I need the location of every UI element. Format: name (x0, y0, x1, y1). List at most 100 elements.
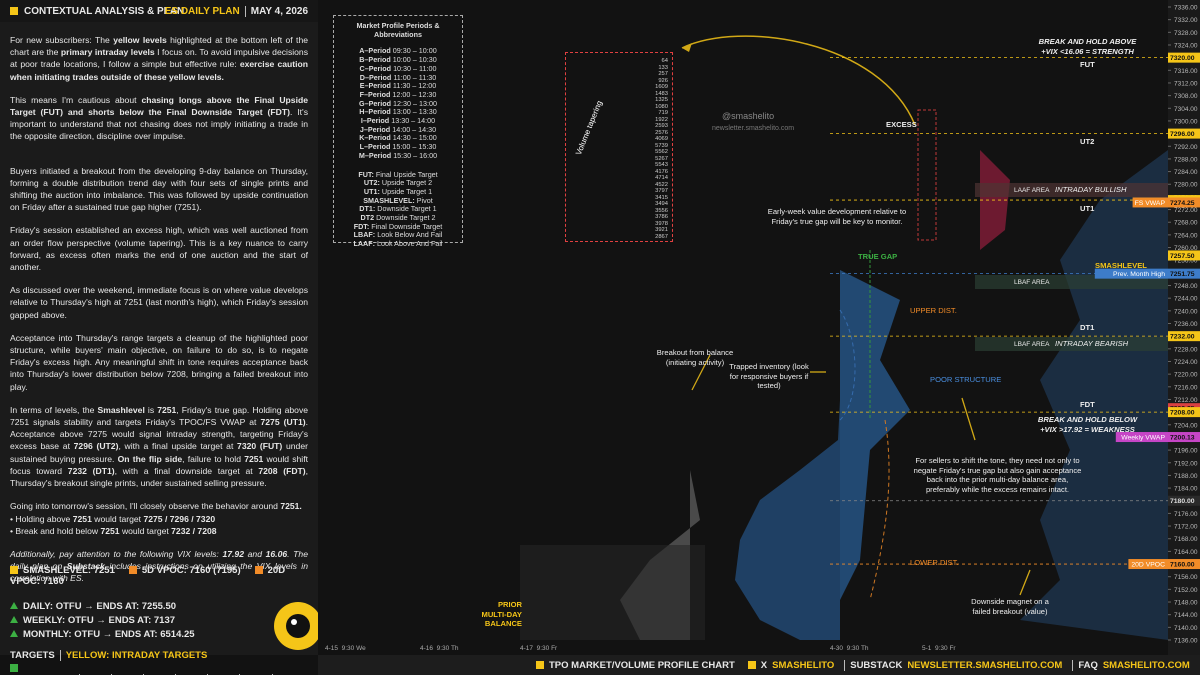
level-note-box (1115, 432, 1168, 443)
price-tick-label: 7136.00 (1174, 638, 1198, 645)
volume-value: 1483 (655, 90, 668, 97)
price-tick-label: 7248.00 (1174, 283, 1198, 290)
date-label: 4-16 9:30 Th (420, 645, 459, 652)
text-run: 7296 (UT2) (73, 441, 119, 452)
paragraph: For new subscribers: The yellow levels h… (10, 34, 308, 83)
period-time: 13:30 – 14:00 (391, 116, 436, 126)
watermark-site: newsletter.smashelito.com (712, 125, 795, 132)
price-tick-label: 7148.00 (1174, 600, 1198, 607)
abbr-text: Final Upside Target (375, 169, 438, 179)
period-row: G–Period 12:30 – 13:00 (334, 98, 462, 109)
volume-box: Volume tapering 64 133 257 926 1609 1483 1325 10… (565, 52, 673, 242)
text-run: On the flip side (117, 453, 183, 464)
volume-value: 926 (658, 77, 668, 84)
volume-value: 3921 (655, 227, 668, 233)
abbr-text: Upside Target 2 (381, 178, 433, 188)
price-tick-label: 7272.00 (1174, 207, 1198, 214)
text-run: is (144, 404, 158, 415)
level-tag-label: 7232.00 (1170, 334, 1195, 341)
period-row: J–Period 14:00 – 14:30 (334, 125, 462, 135)
abbr-row: SMASHLEVEL: Pivot (334, 196, 462, 206)
text-run: 7251 (72, 513, 92, 524)
abbr-row: LAAF: Look Above And Fail (334, 239, 462, 249)
abbr-row: DT1: Downside Target 1 (334, 205, 462, 214)
price-tick-label: 7192.00 (1174, 460, 1198, 467)
paragraph: In terms of levels, the Smashlevel is 72… (10, 404, 308, 489)
breakout-note: Breakout from balance (initiating activi… (656, 348, 734, 367)
targets-title: TARGETS (10, 650, 55, 661)
prior-balance-label: PRIOR MULTI-DAY BALANCE (481, 600, 523, 628)
level-tag (1168, 52, 1200, 63)
period-row: D–Period 11:00 – 11:30 (334, 72, 462, 83)
fut-note-line: +VIX <16.06 = STRENGTH (1041, 46, 1134, 56)
fdt-note: BREAK AND HOLD BELOW +VIX >17.92 = WEAKNE… (1030, 415, 1145, 434)
paragraph: Going into tomorrow's session, I'll clos… (10, 500, 308, 512)
text-run: , with a final upside target at (118, 441, 238, 452)
level-tag (1168, 559, 1200, 570)
level-tag-label: 7160.00 (1170, 562, 1195, 569)
price-tick-label: 7156.00 (1174, 574, 1198, 581)
price-tick-label: 7256.00 (1174, 258, 1198, 265)
footer-item: X (760, 660, 768, 671)
left-panel: CONTEXTUAL ANALYSIS & PLAN ES DAILY PLAN… (0, 0, 318, 675)
legend-item: 5D VPOC: 7160 (7195) (128, 565, 241, 576)
abbr-row: FUT: Final Upside Target (334, 169, 462, 180)
abbr-row: FDT: Final Downside Target (334, 222, 462, 232)
price-tick-label: 7224.00 (1174, 359, 1198, 366)
volume-value: 4714 (655, 175, 668, 181)
text-run: yellow levels (113, 35, 167, 45)
legend-row: SMASHLEVEL: 7251 5D VPOC: 7160 (7195) 20D … (10, 565, 310, 587)
sellers-note: For sellers to shift the tone, they need… (913, 456, 1082, 494)
volume-value: 257 (658, 71, 668, 77)
period-name: G–Period (359, 98, 391, 108)
price-tick-label: 7280.00 (1174, 182, 1198, 189)
date-label: 4-15 9:30 We (325, 645, 366, 652)
text-run: , Friday's true gap. Holding above 7251 … (10, 404, 309, 428)
price-tick-label: 7184.00 (1174, 486, 1198, 493)
level-tag-label: 7320.00 (1170, 55, 1195, 62)
plan-name: ES DAILY PLAN (164, 6, 240, 17)
text-run: . The daily plan on (10, 548, 308, 572)
header: CONTEXTUAL ANALYSIS & PLAN ES DAILY PLAN… (0, 0, 318, 22)
upside-row: UPSIDE:72757296732073407355737574057425 (10, 663, 310, 675)
laaf-label: LAAF AREA (1014, 187, 1050, 194)
abbr-row: UT1: Upside Target 1 (334, 186, 462, 197)
volume-value: 1080 (655, 103, 668, 110)
lower-dist-label: LOWER DIST. (910, 558, 959, 567)
plan-date: MAY 4, 2026 (244, 6, 308, 17)
fut-note-line: BREAK AND HOLD ABOVE (1038, 37, 1137, 46)
period-row: E–Period 11:30 – 12:00 (334, 81, 462, 91)
targets-note: YELLOW: INTRADAY TARGETS (59, 650, 208, 661)
text-run: As discussed over the weekend, immediate… (10, 285, 308, 320)
text-run: would target (119, 525, 172, 536)
levels-summary: SMASHLEVEL: 7251 5D VPOC: 7160 (7195) 20D … (10, 565, 310, 675)
legend-swatch (10, 566, 18, 574)
level-tag (1168, 331, 1200, 342)
period-name: K–Period (359, 133, 391, 143)
paragraph: Friday's session established an excess h… (10, 224, 308, 273)
level-tag (1168, 268, 1200, 279)
price-tick-label: 7292.00 (1174, 144, 1198, 151)
fut-label: FUT (1080, 60, 1095, 69)
period-name: D–Period (359, 72, 392, 82)
price-tick-label: 7172.00 (1174, 524, 1198, 531)
volume-value: 64 (661, 58, 668, 64)
text-run: primary intraday levels (60, 47, 155, 58)
trend-text: MONTHLY: OTFU → ENDS AT: 6514.25 (23, 629, 195, 640)
period-name: H–Period (359, 107, 391, 117)
footer-item: NEWSLETTER.SMASHELITO.COM (907, 660, 1063, 671)
volume-value: 3797 (655, 188, 668, 194)
text-run: would target (91, 513, 144, 524)
abbr-text: Upside Target 1 (381, 186, 433, 196)
volume-value: 3415 (655, 194, 668, 201)
level-tag (1168, 250, 1200, 261)
volume-value: 5739 (655, 142, 668, 149)
fdt-note-line: BREAK AND HOLD BELOW (1037, 415, 1138, 424)
paragraph: This means I'm cautious about chasing lo… (10, 94, 308, 143)
price-axis-bg (1168, 0, 1200, 655)
period-time: 12:00 – 12:30 (392, 89, 437, 99)
volume-value: 2576 (655, 129, 668, 136)
legend-item: 20D VPOC: 7160 (10, 565, 285, 587)
abbr-key: LBAF: (353, 230, 376, 240)
period-time: 13:00 – 13:30 (392, 107, 437, 117)
